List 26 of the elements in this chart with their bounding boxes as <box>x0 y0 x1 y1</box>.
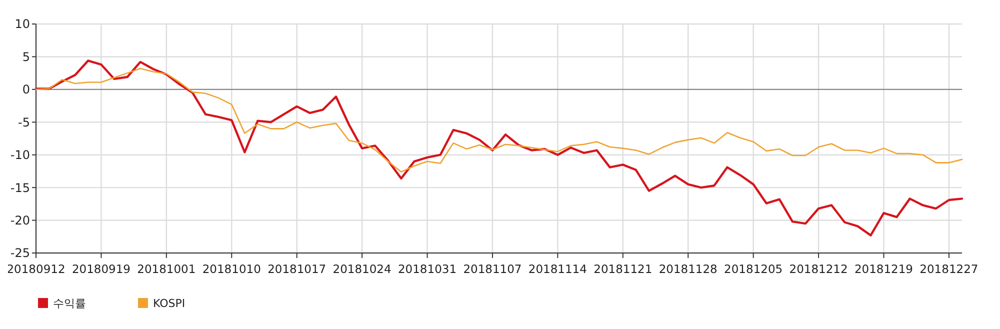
x-tick-label: 20180919 <box>72 262 130 276</box>
x-tick-label: 20181010 <box>202 262 261 276</box>
y-tick-label: -15 <box>10 180 30 195</box>
x-tick-label: 20181107 <box>463 262 522 276</box>
x-tick-label: 20181114 <box>528 262 587 276</box>
y-tick-label: -5 <box>18 115 30 130</box>
y-tick-label: -20 <box>10 213 30 228</box>
x-tick-label: 20181205 <box>724 262 783 276</box>
x-tick-label: 20181212 <box>789 262 848 276</box>
legend-label: 수익률 <box>53 296 86 310</box>
y-tick-label: -25 <box>10 246 30 260</box>
y-tick-label: 5 <box>22 50 30 64</box>
x-tick-label: 20181121 <box>594 262 652 276</box>
x-tick-label: 20181227 <box>920 262 978 276</box>
x-tick-label: 20181219 <box>854 262 914 276</box>
y-tick-label: 0 <box>22 82 30 97</box>
line-series <box>34 60 964 236</box>
legend-label: KOSPI <box>153 296 186 310</box>
x-tick-label: 20181001 <box>137 262 196 276</box>
x-tick-label: 20181017 <box>268 262 326 276</box>
line-series <box>35 68 963 173</box>
x-tick-label: 20181128 <box>658 262 718 276</box>
y-tick-label: 10 <box>14 17 30 32</box>
x-tick-label: 20181024 <box>332 262 392 276</box>
x-tick-label: 20181031 <box>398 262 457 276</box>
y-tick-label: -10 <box>10 148 30 162</box>
